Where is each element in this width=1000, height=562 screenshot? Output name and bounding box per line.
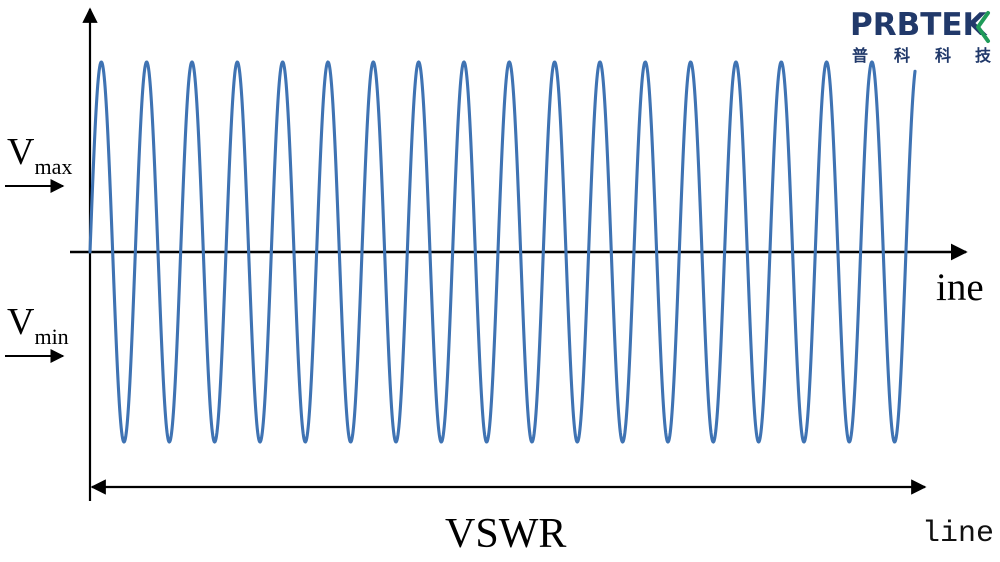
span-label: VSWR <box>445 511 566 557</box>
logo-k-accent-icon <box>976 11 990 43</box>
vmax-label: Vmax <box>7 131 72 179</box>
voltage-wave <box>88 60 917 444</box>
logo-subtitle-char-4: 技 <box>975 46 992 65</box>
logo: PRBTEK 普 科 科 技 <box>850 7 992 65</box>
logo-subtitle-char-1: 普 <box>852 46 868 65</box>
vmin-label: Vmin <box>7 301 69 349</box>
logo-wordmark: PRBTEK <box>850 7 988 43</box>
x-axis-end-label: ine <box>936 266 984 309</box>
logo-subtitle-char-2: 科 <box>894 46 910 65</box>
logo-subtitle-char-3: 科 <box>935 46 951 65</box>
corner-label: line <box>922 517 994 551</box>
